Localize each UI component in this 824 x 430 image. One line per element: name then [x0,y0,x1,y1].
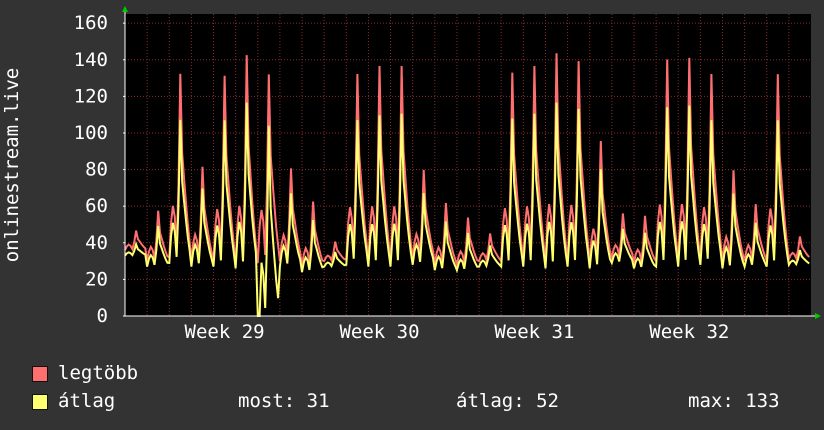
series-line-max [124,53,810,269]
chart: 0 20 40 60 80 100 120 140 160 Week 29 Week 30 Week … [1,6,821,343]
y-tick-label: 20 [85,268,108,290]
stat-now: most: 31 [238,390,330,412]
y-tick-label: 160 [74,12,108,34]
x-axis-arrow [815,313,821,319]
stat-max: max: 133 [688,390,780,412]
x-tick-label: Week 32 [649,321,729,343]
x-tick-label: Week 31 [494,321,574,343]
x-tick-label: Week 30 [339,321,419,343]
y-tick-label: 0 [97,305,108,327]
y-tick-label: 100 [74,122,108,144]
stat-average: átlag: 52 [456,390,559,412]
legend-swatch-avg [32,394,48,410]
y-tick-label: 80 [85,159,108,181]
legend-label-max: legtöbb [58,362,139,384]
y-tick-label: 40 [85,232,108,254]
y-tick-label: 60 [85,195,108,217]
plot-area [125,14,811,316]
y-axis-label: onlinestream.live [1,68,23,262]
y-axis-arrow [122,6,128,12]
series-line-avg [124,102,810,317]
legend-label-avg: átlag [58,390,116,412]
y-tick-label: 120 [74,85,108,107]
legend-swatch-max [32,366,48,382]
y-tick-label: 140 [74,49,108,71]
x-tick-label: Week 29 [185,321,265,343]
